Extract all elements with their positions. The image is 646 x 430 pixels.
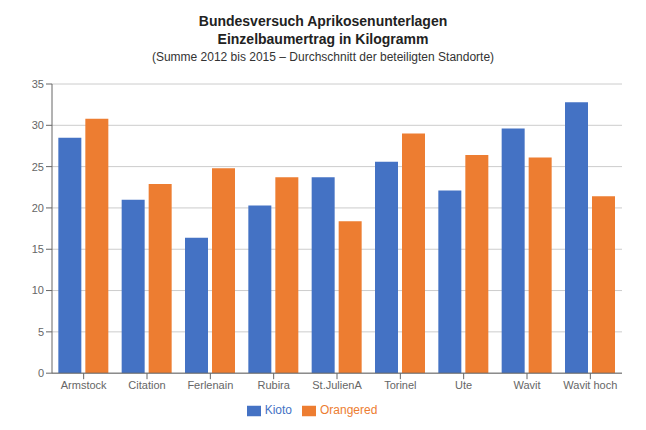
svg-text:5: 5	[38, 326, 44, 338]
svg-text:35: 35	[32, 78, 44, 90]
svg-text:30: 30	[32, 119, 44, 131]
svg-text:Wavit: Wavit	[513, 379, 540, 391]
svg-text:10: 10	[32, 284, 44, 296]
html-text:Einzelbaumertrag in Kilogramm: Einzelbaumertrag in Kilogramm	[217, 31, 429, 47]
svg-text:Wavit hoch: Wavit hoch	[563, 379, 617, 391]
svg-text:Armstock: Armstock	[61, 379, 107, 391]
html-text:Orangered: Orangered	[320, 403, 378, 418]
svg-text:20: 20	[32, 202, 44, 214]
html-text:(Summe 2012 bis 2015 – Durchsc: (Summe 2012 bis 2015 – Durchschnitt der …	[151, 50, 495, 64]
html-text:Kioto: Kioto	[264, 403, 292, 418]
svg-text:St.JulienA: St.JulienA	[312, 379, 362, 391]
html-text:Bundesversuch Aprikosenunterla: Bundesversuch Aprikosenunterlagen	[198, 13, 448, 29]
svg-text:Torinel: Torinel	[384, 379, 416, 391]
svg-text:15: 15	[32, 243, 44, 255]
svg-text:Ferlenain: Ferlenain	[187, 379, 233, 391]
svg-text:25: 25	[32, 161, 44, 173]
svg-text:Rubira: Rubira	[257, 379, 290, 391]
svg-text:Ute: Ute	[455, 379, 472, 391]
svg-text:0: 0	[38, 367, 44, 379]
svg-text:Citation: Citation	[128, 379, 165, 391]
